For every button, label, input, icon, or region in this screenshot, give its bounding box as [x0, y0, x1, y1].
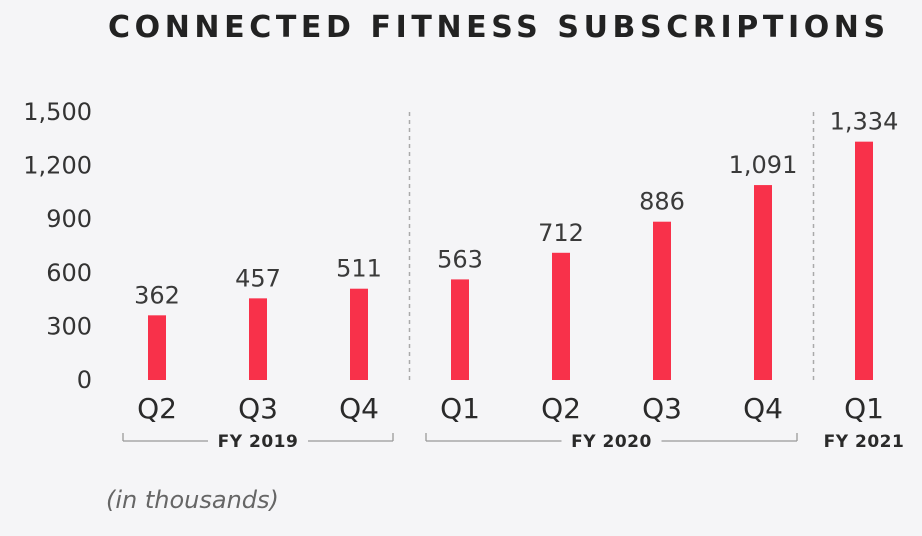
bar-value-label: 712 — [538, 219, 584, 247]
chart-title: CONNECTED FITNESS SUBSCRIPTIONS — [108, 10, 890, 45]
bar — [653, 221, 671, 380]
x-tick-label: Q2 — [541, 392, 581, 425]
x-tick-label: Q1 — [440, 392, 480, 425]
bar-value-label: 563 — [437, 245, 483, 273]
bar-value-label: 511 — [336, 255, 382, 283]
bar — [350, 288, 368, 380]
y-tick-label: 600 — [46, 259, 92, 287]
fy-group-label: FY 2019 — [218, 432, 299, 452]
bar — [754, 185, 772, 380]
x-tick-label: Q4 — [339, 392, 379, 425]
y-tick-label: 1,500 — [23, 98, 92, 126]
x-tick-label: Q3 — [238, 392, 278, 425]
fy-group-label: FY 2021 — [824, 432, 905, 452]
y-tick-label: 900 — [46, 205, 92, 233]
bar-value-label: 362 — [134, 281, 180, 309]
bar — [451, 279, 469, 380]
x-tick-label: Q4 — [743, 392, 783, 425]
bar — [552, 252, 570, 380]
y-tick-label: 1,200 — [23, 152, 92, 180]
x-tick-label: Q2 — [137, 392, 177, 425]
bar-value-label: 886 — [639, 188, 685, 216]
bar-value-label: 457 — [235, 264, 281, 292]
bar — [855, 141, 873, 380]
fy-group-label: FY 2020 — [571, 432, 652, 452]
bar — [148, 315, 166, 380]
bar-value-label: 1,334 — [830, 108, 899, 136]
y-tick-label: 0 — [77, 366, 92, 394]
x-tick-label: Q1 — [844, 392, 884, 425]
units-note: (in thousands) — [106, 486, 279, 514]
x-tick-label: Q3 — [642, 392, 682, 425]
bar-value-label: 1,091 — [729, 151, 798, 179]
y-tick-label: 300 — [46, 312, 92, 340]
bar — [249, 298, 267, 380]
